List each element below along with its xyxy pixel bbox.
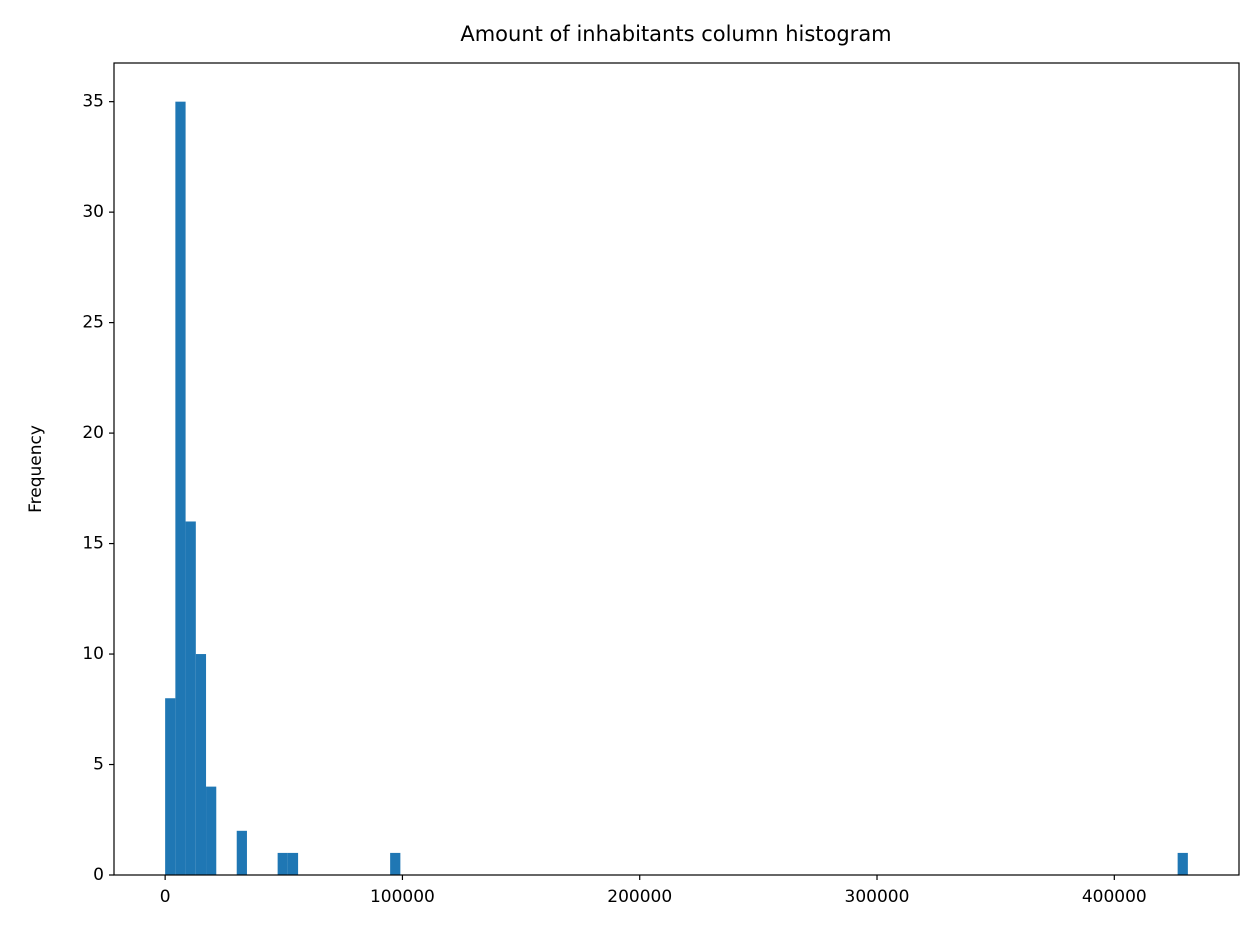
bar (1177, 852, 1188, 875)
x-tick-label: 200000 (607, 887, 672, 907)
chart-title: Amount of inhabitants column histogram (460, 22, 891, 46)
bar (277, 852, 288, 875)
bar (236, 830, 247, 875)
y-tick-label: 25 (82, 313, 104, 333)
bar (185, 521, 196, 875)
y-tick-label: 5 (93, 755, 104, 775)
y-tick-label: 10 (82, 644, 104, 664)
bar (195, 654, 207, 875)
y-tick-label: 0 (93, 865, 104, 885)
bar (287, 852, 299, 875)
bar (165, 698, 176, 875)
bar (390, 852, 401, 875)
plot-frame (113, 62, 1240, 876)
y-tick-label: 20 (82, 423, 104, 443)
y-tick-label: 15 (82, 534, 104, 554)
x-tick-label: 400000 (1082, 887, 1147, 907)
bar (206, 786, 217, 875)
bar (175, 101, 186, 875)
y-axis-label: Frequency (26, 425, 46, 513)
y-tick-label: 35 (82, 92, 104, 112)
x-tick-label: 100000 (370, 887, 435, 907)
x-tick-label: 0 (160, 887, 171, 907)
y-tick-label: 30 (82, 202, 104, 222)
x-tick-label: 300000 (845, 887, 910, 907)
